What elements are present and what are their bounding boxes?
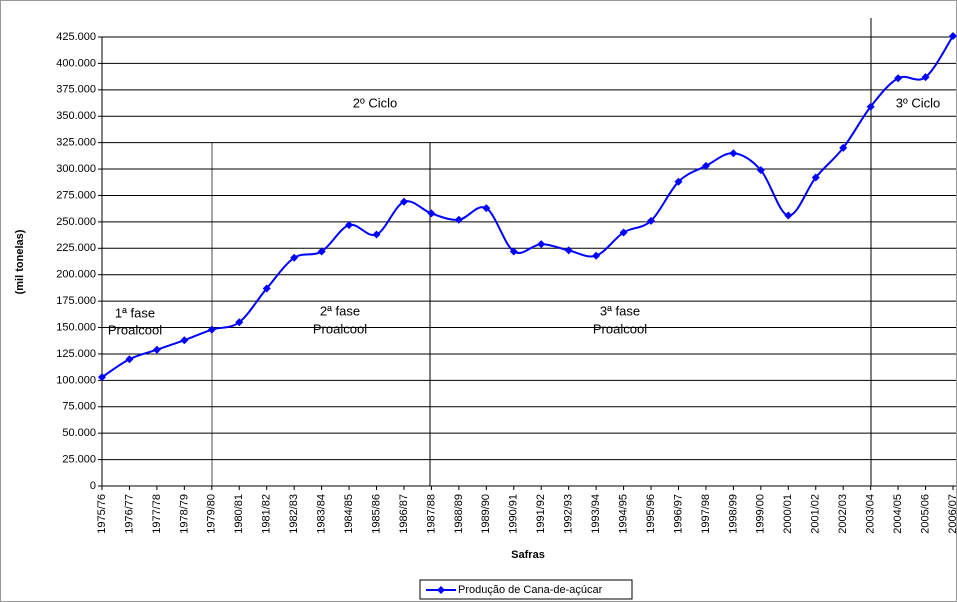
- data-point: [701, 161, 710, 170]
- data-point: [207, 325, 216, 334]
- x-tick-label: 1988/89: [453, 494, 465, 534]
- data-point: [921, 73, 930, 82]
- annotation: 3º Ciclo: [896, 95, 940, 110]
- data-point: [729, 149, 738, 158]
- x-tick-label: 2006/07: [947, 494, 957, 534]
- data-point: [454, 215, 463, 224]
- annotation: 1ª fase: [115, 305, 155, 320]
- y-tick-label: 225.000: [56, 242, 96, 254]
- x-tick-label: 1983/84: [316, 494, 328, 534]
- x-tick-label: 2004/05: [892, 494, 904, 534]
- y-tick-label: 375.000: [56, 84, 96, 96]
- x-tick-label: 1977/78: [151, 494, 163, 534]
- x-tick-label: 2000/01: [782, 494, 794, 534]
- x-tick-label: 1987/88: [425, 494, 437, 534]
- y-tick-label: 50.000: [62, 427, 96, 439]
- y-tick-label: 325.000: [56, 137, 96, 149]
- data-point: [98, 373, 106, 382]
- series-line: [101, 35, 954, 379]
- annotation: Proalcool: [313, 321, 367, 336]
- y-tick-label: 275.000: [56, 189, 96, 201]
- data-point: [949, 31, 957, 40]
- data-point: [839, 143, 848, 152]
- y-tick-label: 425.000: [56, 31, 96, 43]
- data-point: [894, 74, 903, 83]
- x-tick-label: 2001/02: [810, 494, 822, 534]
- legend-label: Produção de Cana-de-açúcar: [458, 584, 603, 596]
- data-point: [317, 247, 326, 256]
- data-point: [619, 228, 628, 237]
- x-tick-label: 1990/91: [508, 494, 520, 534]
- data-point: [152, 345, 161, 354]
- y-tick-label: 25.000: [62, 453, 96, 465]
- x-tick-label: 1986/87: [398, 494, 410, 534]
- y-tick-label: 350.000: [56, 110, 96, 122]
- x-tick-label: 2002/03: [837, 494, 849, 534]
- data-point: [262, 284, 271, 293]
- data-point: [399, 197, 408, 206]
- x-tick-label: 1975/76: [96, 494, 108, 534]
- y-tick-label: 300.000: [56, 163, 96, 175]
- data-point: [345, 221, 354, 230]
- x-tick-label: 1982/83: [288, 494, 300, 534]
- data-point: [372, 230, 381, 239]
- data-point: [647, 216, 656, 225]
- legend-marker: [437, 586, 445, 594]
- x-tick-label: 1991/92: [535, 494, 547, 534]
- x-tick-label: 1996/97: [672, 494, 684, 534]
- x-tick-label: 2005/06: [919, 494, 931, 534]
- data-point: [592, 251, 601, 260]
- data-point: [235, 318, 244, 327]
- x-tick-label: 1995/96: [645, 494, 657, 534]
- data-point: [866, 102, 875, 111]
- data-point: [811, 173, 820, 182]
- data-point: [509, 247, 518, 256]
- data-point: [427, 209, 436, 218]
- y-tick-label: 100.000: [56, 374, 96, 386]
- x-tick-label: 1985/86: [370, 494, 382, 534]
- y-tick-label: 250.000: [56, 216, 96, 228]
- y-tick-label: 175.000: [56, 295, 96, 307]
- y-tick-label: 75.000: [62, 401, 96, 413]
- x-tick-label: 1993/94: [590, 494, 602, 534]
- data-point: [482, 204, 491, 213]
- x-tick-label: 1997/98: [700, 494, 712, 534]
- x-tick-label: 1976/77: [123, 494, 135, 534]
- x-tick-label: 1998/99: [727, 494, 739, 534]
- x-tick-label: 1994/95: [617, 494, 629, 534]
- data-point: [564, 246, 573, 255]
- legend-box: [419, 579, 633, 600]
- y-tick-label: 0: [90, 480, 96, 492]
- x-tick-label: 1989/90: [480, 494, 492, 534]
- data-point: [537, 240, 546, 249]
- x-tick-label: 1992/93: [563, 494, 575, 534]
- x-tick-label: 1979/80: [206, 494, 218, 534]
- annotation: 2º Ciclo: [353, 95, 397, 110]
- annotation: 3ª fase: [600, 303, 640, 318]
- x-axis-label: Safras: [511, 549, 545, 561]
- data-point: [756, 166, 765, 175]
- y-tick-label: 400.000: [56, 57, 96, 69]
- y-tick-label: 150.000: [56, 321, 96, 333]
- data-point: [784, 211, 793, 220]
- x-tick-label: 1999/00: [755, 494, 767, 534]
- data-point: [290, 253, 299, 262]
- annotation: Proalcool: [593, 321, 647, 336]
- y-tick-label: 200.000: [56, 269, 96, 281]
- x-tick-label: 1978/79: [178, 494, 190, 534]
- annotation: Proalcool: [108, 322, 162, 337]
- data-point: [674, 177, 683, 186]
- x-tick-label: 2003/04: [865, 494, 877, 534]
- x-tick-label: 1981/82: [261, 494, 273, 534]
- x-tick-label: 1980/81: [233, 494, 245, 534]
- y-axis-label: (mil tonelas): [14, 229, 26, 294]
- annotation: 2ª fase: [320, 303, 360, 318]
- data-point: [180, 336, 189, 345]
- y-tick-label: 125.000: [56, 348, 96, 360]
- x-tick-label: 1984/85: [343, 494, 355, 534]
- data-point: [125, 355, 134, 364]
